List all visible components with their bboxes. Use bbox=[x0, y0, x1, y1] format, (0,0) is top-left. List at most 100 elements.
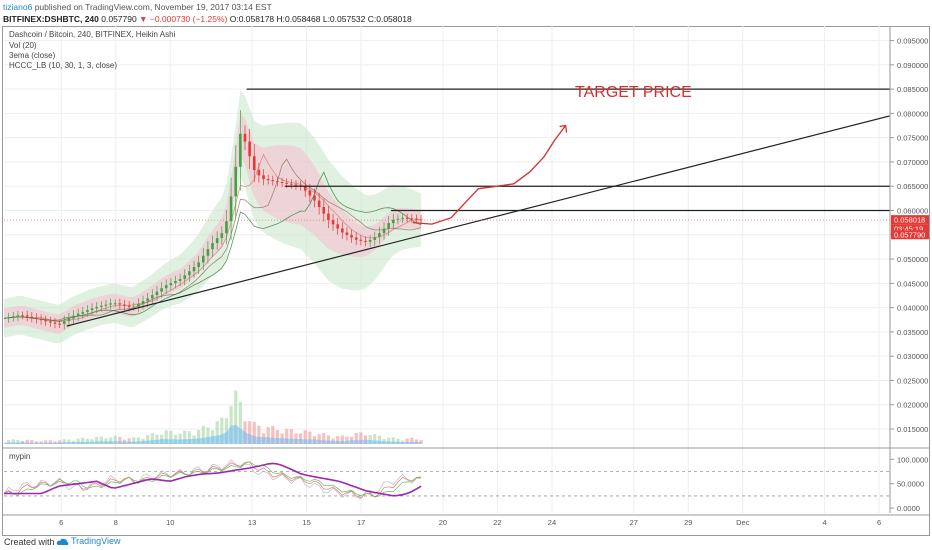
candle-body bbox=[322, 207, 326, 214]
outer-band bbox=[4, 90, 422, 344]
x-tick-label: 6 bbox=[877, 518, 881, 527]
volume-bar bbox=[11, 439, 15, 444]
volume-bar bbox=[183, 430, 187, 444]
candle-body bbox=[225, 221, 228, 234]
tag-last-box bbox=[891, 230, 929, 240]
x-tick-label: 22 bbox=[493, 518, 501, 527]
candle-body bbox=[220, 233, 224, 239]
user-drawings bbox=[4, 88, 891, 327]
candle-body bbox=[373, 237, 377, 240]
volume-bar bbox=[132, 437, 136, 444]
x-tick-label: 29 bbox=[684, 518, 692, 527]
candle-body bbox=[243, 133, 247, 142]
volume-bar bbox=[146, 434, 150, 444]
osc-tick-label: 50.0000 bbox=[897, 480, 924, 489]
volume-bar bbox=[187, 431, 191, 444]
volume-bar bbox=[44, 440, 48, 444]
volume-bar bbox=[169, 430, 173, 444]
volume-bar bbox=[359, 432, 363, 444]
y-tick-label: 0.035000 bbox=[897, 328, 928, 337]
candle-body bbox=[109, 303, 112, 305]
volume-bar bbox=[58, 440, 62, 444]
volume-bar bbox=[155, 434, 159, 444]
candle-body bbox=[401, 217, 404, 219]
candle-body bbox=[72, 315, 75, 319]
volume-bar bbox=[308, 431, 312, 444]
candle-body bbox=[183, 275, 187, 279]
volume-bar bbox=[206, 427, 210, 444]
volume-bar bbox=[322, 433, 326, 444]
candle-body bbox=[127, 305, 131, 307]
volume-bar bbox=[224, 418, 229, 444]
osc-line-signal bbox=[4, 462, 422, 497]
candle-body bbox=[164, 285, 168, 289]
volume-bar bbox=[30, 439, 34, 444]
candle-body bbox=[410, 218, 414, 220]
candle-body bbox=[95, 306, 98, 309]
volume-bar bbox=[271, 425, 275, 444]
y-tick-label: 0.025000 bbox=[897, 376, 928, 385]
symbol-label: BITFINEX:DSHBTC, 240 bbox=[3, 14, 99, 24]
candle-body bbox=[387, 223, 390, 229]
candle-body bbox=[211, 243, 214, 250]
tradingview-logo[interactable]: TradingView bbox=[56, 536, 121, 546]
y-tick-label: 0.050000 bbox=[897, 255, 928, 264]
brand-label: TradingView bbox=[71, 536, 121, 546]
y-tick-label: 0.015000 bbox=[897, 425, 928, 434]
volume-bar bbox=[48, 440, 52, 444]
candle-body bbox=[285, 182, 289, 184]
candle-body bbox=[178, 278, 182, 282]
volume-bar bbox=[164, 430, 168, 444]
volume-bar bbox=[85, 438, 90, 444]
candle-body bbox=[137, 303, 140, 307]
volume-bar bbox=[354, 432, 358, 444]
candle-body bbox=[192, 267, 196, 272]
candles bbox=[7, 110, 423, 330]
tag-close-box bbox=[891, 215, 929, 225]
candle-body bbox=[290, 183, 293, 185]
tag-last: 0.057790 bbox=[894, 231, 925, 240]
candle-body bbox=[359, 239, 363, 241]
x-tick-label: Dec bbox=[736, 518, 750, 527]
candle-body bbox=[86, 310, 89, 312]
candle-body bbox=[169, 283, 173, 286]
volume-bar bbox=[252, 421, 256, 444]
x-tick-label: 24 bbox=[548, 518, 556, 527]
volume-bars bbox=[4, 390, 423, 444]
candle-body bbox=[266, 179, 270, 181]
volume-bar bbox=[127, 438, 131, 444]
volume-bar bbox=[62, 439, 66, 444]
x-tick-label: 4 bbox=[822, 518, 826, 527]
volume-ma-area bbox=[4, 425, 422, 444]
candle-body bbox=[280, 182, 284, 184]
candle-body bbox=[146, 298, 149, 302]
osc-tick-label: 100.0000 bbox=[897, 455, 928, 464]
volume-bar bbox=[326, 435, 331, 444]
candle-body bbox=[76, 313, 80, 316]
volume-bar bbox=[229, 405, 233, 444]
candle-body bbox=[141, 301, 145, 304]
price-change: ▼ −0.000730 (−1.25%) bbox=[139, 14, 228, 24]
chart-frame bbox=[2, 26, 930, 536]
volume-bar bbox=[303, 430, 307, 444]
volume-bar bbox=[317, 434, 321, 444]
axes: 0.095000 0.090000 0.085000 0.080000 0.075000… bbox=[2, 26, 930, 527]
candle-body bbox=[327, 213, 330, 221]
candle-body bbox=[113, 303, 117, 305]
volume-bar bbox=[25, 439, 29, 444]
volume-bar bbox=[238, 401, 242, 444]
candle-body bbox=[197, 262, 200, 268]
x-tick-label: 17 bbox=[357, 518, 365, 527]
volume-bar bbox=[248, 421, 252, 444]
volume-bar bbox=[113, 435, 117, 444]
volume-bar bbox=[410, 437, 414, 444]
published-text: published on TradingView.com, November 1… bbox=[34, 2, 272, 12]
candle-body bbox=[123, 304, 126, 306]
candle-body bbox=[378, 233, 381, 238]
candle-body bbox=[368, 239, 372, 242]
candle-body bbox=[257, 170, 261, 176]
x-tick-label: 13 bbox=[248, 518, 256, 527]
x-tick-label: 10 bbox=[166, 518, 174, 527]
publisher-link[interactable]: tiziano6 bbox=[3, 2, 33, 12]
